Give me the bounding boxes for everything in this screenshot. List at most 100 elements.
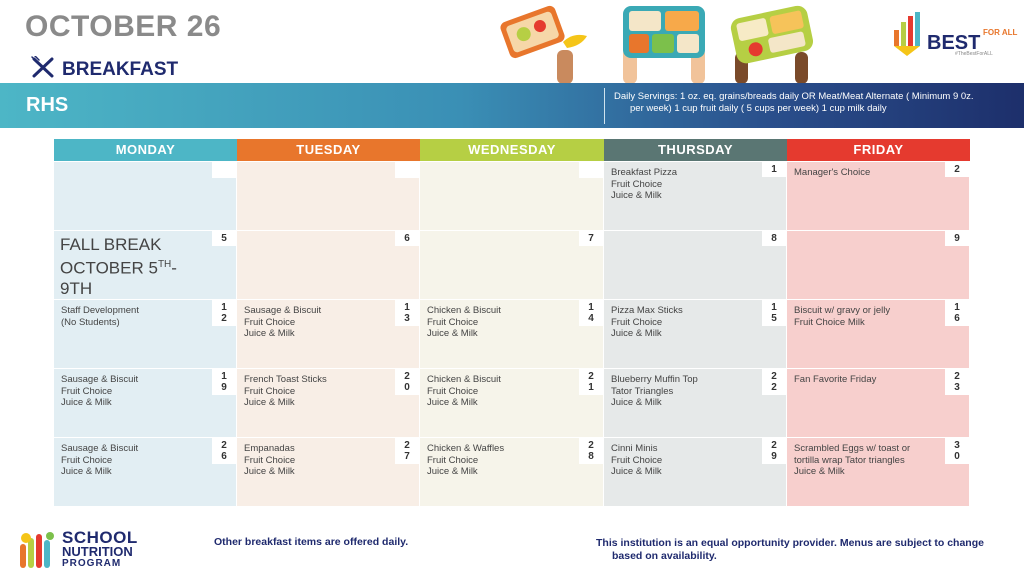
menu-items: French Toast Sticks Fruit Choice Juice &…: [244, 374, 327, 409]
day-number: 2 9: [762, 438, 786, 464]
menu-items: Blueberry Muffin Top Tator Triangles Jui…: [611, 374, 698, 409]
menu-cell: 2 6 Sausage & Biscuit Fruit Choice Juice …: [54, 438, 237, 507]
day-number: 3 0: [945, 438, 969, 464]
menu-items: Sausage & Biscuit Fruit Choice Juice & M…: [61, 443, 139, 478]
day-number: 2 6: [212, 438, 236, 464]
day-number: 2 1: [579, 369, 603, 395]
best-logo-text: BEST: [927, 32, 981, 54]
day-number: 1 4: [579, 300, 603, 326]
day-number: 2 7: [395, 438, 419, 464]
menu-cell: 2 0 French Toast Sticks Fruit Choice Juic…: [237, 369, 420, 438]
fall-break-line-2: OCTOBER 5TH-: [60, 255, 208, 279]
menu-cell: 2 9 Cinni Minis Fruit Choice Juice & Milk: [604, 438, 787, 507]
menu-cell: 6: [237, 231, 420, 300]
equal-opportunity-line-2: based on availability.: [612, 550, 717, 562]
menu-cell: 3 0 Scrambled Eggs w/ toast or tortilla w…: [787, 438, 970, 507]
day-header-tuesday: TUESDAY: [237, 139, 420, 161]
daily-items-note: Other breakfast items are offered daily.: [214, 536, 409, 548]
menu-items: Manager's Choice: [794, 167, 871, 178]
fall-break-notice: FALL BREAK OCTOBER 5TH- 9TH: [60, 235, 208, 299]
day-number: 1 6: [945, 300, 969, 326]
day-number: 1 9: [212, 369, 236, 395]
day-header-monday: MONDAY: [54, 139, 237, 161]
best-tagline: #TheBestForALL: [955, 51, 993, 57]
menu-items: Cinni Minis Fruit Choice Juice & Milk: [611, 443, 663, 478]
school-name: RHS: [26, 94, 69, 116]
day-number: 1 3: [395, 300, 419, 326]
school-banner: RHS Daily Servings: 1 oz. eq. grains/bre…: [0, 83, 1024, 128]
day-number: 9: [945, 231, 969, 246]
best-for-all-logo: BEST FOR ALL #TheBestForALL: [893, 10, 1018, 70]
day-number: [395, 162, 419, 178]
fall-break-dash: -: [171, 258, 177, 278]
menu-items: Scrambled Eggs w/ toast or tortilla wrap…: [794, 443, 911, 478]
day-number: 2: [945, 162, 969, 177]
day-number: [579, 162, 603, 178]
day-number: 7: [579, 231, 603, 246]
for-all-logo-text: FOR ALL: [983, 28, 1018, 37]
menu-cell: 8: [604, 231, 787, 300]
fall-break-line-3: 9TH: [60, 278, 93, 298]
fall-break-ordinal: TH: [157, 259, 172, 270]
day-number: 2 3: [945, 369, 969, 395]
fall-break-date-start: OCTOBER 5: [60, 258, 158, 278]
menu-cell: 2 3 Fan Favorite Friday: [787, 369, 970, 438]
servings-line-2: per week) 1 cup fruit daily ( 5 cups per…: [630, 103, 887, 114]
day-number: 6: [395, 231, 419, 246]
fork-knife-icon: [30, 55, 56, 83]
day-number: 2 0: [395, 369, 419, 395]
menu-items: Chicken & Biscuit Fruit Choice Juice & M…: [427, 305, 501, 340]
menu-cell: 5 FALL BREAK OCTOBER 5TH- 9TH: [54, 231, 237, 300]
menu-calendar: MONDAY TUESDAY WEDNESDAY THURSDAY FRIDAY 1 Bre…: [54, 139, 970, 508]
food-trays-illustration: [495, 0, 825, 84]
day-number: 1 2: [212, 300, 236, 326]
menu-items: Breakfast Pizza Fruit Choice Juice & Mil…: [611, 167, 677, 202]
menu-cell: [54, 162, 237, 231]
menu-cell: 1 4 Chicken & Biscuit Fruit Choice Juice …: [420, 300, 604, 369]
meal-label: BREAKFAST: [62, 58, 179, 80]
menu-cell: 1 2 Staff Development (No Students): [54, 300, 237, 369]
menu-items: Chicken & Waffles Fruit Choice Juice & M…: [427, 443, 505, 478]
menu-cell: 2 7 Empanadas Fruit Choice Juice & Milk: [237, 438, 420, 507]
menu-cell: 2 1 Chicken & Biscuit Fruit Choice Juice …: [420, 369, 604, 438]
day-header-wednesday: WEDNESDAY: [420, 139, 604, 161]
menu-items: Pizza Max Sticks Fruit Choice Juice & Mi…: [611, 305, 683, 340]
menu-items: Fan Favorite Friday: [794, 374, 877, 385]
school-nutrition-program-logo: SCHOOL NUTRITION PROGRAM: [16, 528, 166, 572]
day-header-thursday: THURSDAY: [604, 139, 787, 161]
daily-servings-note: Daily Servings: 1 oz. eq. grains/breads …: [614, 91, 1014, 115]
menu-cell: 1 6 Biscuit w/ gravy or jelly Fruit Choic…: [787, 300, 970, 369]
page-title: OCTOBER 26: [25, 10, 222, 43]
equal-opportunity-note: This institution is an equal opportunity…: [596, 537, 1006, 563]
banner-divider: [604, 88, 605, 124]
menu-items: Empanadas Fruit Choice Juice & Milk: [244, 443, 296, 478]
menu-items: Biscuit w/ gravy or jelly Fruit Choice M…: [794, 305, 891, 328]
menu-cell: 1 3 Sausage & Biscuit Fruit Choice Juice …: [237, 300, 420, 369]
day-number: [212, 162, 236, 178]
fall-break-line-1: FALL BREAK: [60, 235, 162, 254]
meal-heading: BREAKFAST: [30, 55, 179, 83]
day-number: 8: [762, 231, 786, 246]
snp-school-text: SCHOOL: [62, 528, 138, 547]
snp-program-text: PROGRAM: [62, 558, 122, 569]
menu-cell: 1 5 Pizza Max Sticks Fruit Choice Juice &…: [604, 300, 787, 369]
day-number: 5: [212, 231, 236, 246]
menu-items: Sausage & Biscuit Fruit Choice Juice & M…: [61, 374, 139, 409]
menu-items: Staff Development (No Students): [61, 305, 139, 328]
servings-line-1: Daily Servings: 1 oz. eq. grains/breads …: [614, 91, 974, 102]
day-number: 2 8: [579, 438, 603, 464]
menu-items: Sausage & Biscuit Fruit Choice Juice & M…: [244, 305, 322, 340]
menu-cell: [237, 162, 420, 231]
equal-opportunity-line-1: This institution is an equal opportunity…: [596, 537, 984, 549]
menu-cell: 1 9 Sausage & Biscuit Fruit Choice Juice …: [54, 369, 237, 438]
day-number: 2 2: [762, 369, 786, 395]
menu-cell: 2 2 Blueberry Muffin Top Tator Triangles …: [604, 369, 787, 438]
day-number: 1: [762, 162, 786, 177]
menu-cell: 7: [420, 231, 604, 300]
menu-cell: 9: [787, 231, 970, 300]
menu-cell: 1 Breakfast Pizza Fruit Choice Juice & Mi…: [604, 162, 787, 231]
menu-cell: [420, 162, 604, 231]
menu-cell: 2 8 Chicken & Waffles Fruit Choice Juice …: [420, 438, 604, 507]
day-number: 1 5: [762, 300, 786, 326]
snp-nutrition-text: NUTRITION: [62, 544, 133, 559]
